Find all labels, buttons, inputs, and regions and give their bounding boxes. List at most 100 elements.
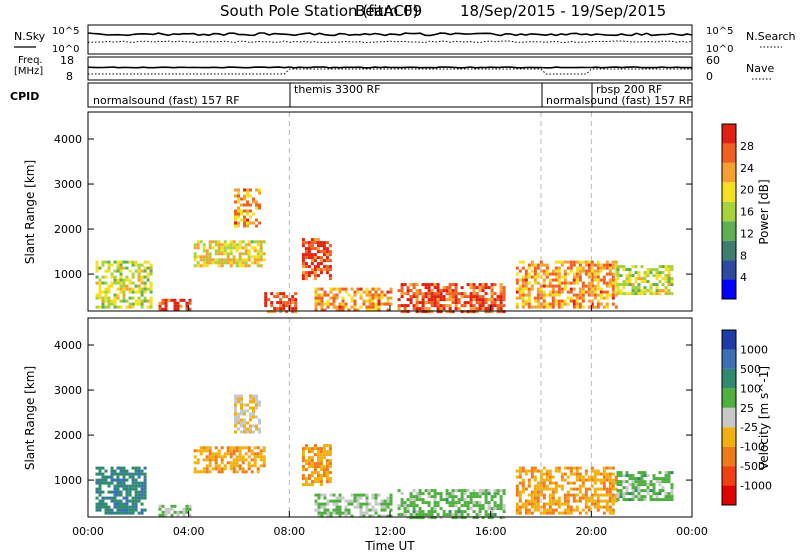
echo-cell (539, 493, 543, 497)
echo-cell (125, 266, 129, 270)
echo-region (314, 287, 393, 312)
echo-cell (670, 492, 674, 496)
echo-cell (611, 302, 615, 306)
echo-cell (332, 287, 336, 291)
echo-cell (226, 449, 230, 453)
echo-cell (122, 502, 126, 506)
echo-cell (143, 508, 147, 512)
echo-cell (217, 246, 221, 250)
echo-cell (101, 502, 105, 506)
echo-cell (322, 268, 326, 272)
echo-cell (238, 446, 242, 450)
echo-cell (487, 516, 491, 520)
echo-cell (457, 510, 461, 514)
echo-cell (95, 296, 99, 300)
echo-cell (371, 296, 375, 300)
echo-cell (249, 397, 252, 401)
echo-cell (587, 275, 591, 279)
echo-cell (569, 466, 573, 470)
echo-cell (389, 287, 393, 291)
echo-cell (217, 258, 221, 262)
echo-cell (554, 469, 558, 473)
echo-cell (439, 304, 443, 308)
echo-cell (359, 493, 363, 497)
echo-cell (320, 502, 324, 506)
echo-cell (646, 289, 650, 293)
colorbar-tick-label: 100 (740, 382, 761, 395)
echo-cell (182, 513, 186, 517)
echo-cell (448, 492, 452, 496)
echo-cell (539, 260, 543, 264)
echo-cell (430, 283, 434, 287)
echo-cell (179, 510, 183, 514)
echo-cell (530, 260, 534, 264)
echo-cell (95, 269, 99, 273)
echo-cell (122, 487, 126, 491)
echo-cell (649, 480, 653, 484)
echo-cell (341, 302, 345, 306)
echo-cell (95, 281, 99, 285)
echo-cell (386, 302, 390, 306)
echo-cell (409, 495, 413, 499)
echo-cell (397, 507, 401, 511)
echo-cell (611, 281, 615, 285)
echo-cell (220, 461, 224, 465)
echo-cell (256, 252, 260, 256)
echo-cell (490, 498, 494, 502)
echo-cell (301, 450, 305, 454)
echo-cell (316, 477, 320, 481)
echo-cell (282, 304, 286, 308)
echo-cell (469, 307, 473, 311)
echo-cell (424, 489, 428, 493)
echo-cell (202, 467, 206, 471)
echo-cell (554, 302, 558, 306)
echo-cell (469, 286, 473, 290)
echo-cell (611, 293, 615, 297)
echo-cell (386, 296, 390, 300)
echo-cell (134, 487, 138, 491)
echo-cell (515, 469, 519, 473)
echo-cell (196, 264, 200, 268)
echo-cell (533, 281, 537, 285)
echo-cell (137, 496, 141, 500)
echo-cell (469, 304, 473, 308)
echo-cell (442, 307, 446, 311)
echo-cell (338, 308, 342, 312)
echo-cell (457, 301, 461, 305)
echo-cell (427, 504, 431, 508)
echo-cell (332, 293, 336, 297)
echo-cell (273, 310, 277, 314)
echo-cell (439, 292, 443, 296)
echo-cell (478, 492, 482, 496)
echo-cell (329, 302, 333, 306)
echo-cell (140, 481, 144, 485)
echo-cell (619, 265, 623, 269)
freq-unit-label: [MHz] (14, 66, 43, 77)
echo-cell (353, 496, 357, 500)
echo-cell (548, 278, 552, 282)
echo-cell (634, 265, 638, 269)
echo-cell (328, 447, 332, 451)
echo-cell (365, 505, 369, 509)
echo-cell (301, 259, 305, 263)
echo-cell (383, 293, 387, 297)
echo-cell (125, 502, 129, 506)
echo-cell (98, 493, 102, 497)
echo-cell (614, 281, 618, 285)
echo-cell (622, 283, 626, 287)
echo-cell (362, 302, 366, 306)
echo-cell (527, 299, 531, 303)
echo-cell (95, 275, 99, 279)
echo-cell (397, 298, 401, 302)
echo-cell (499, 310, 503, 314)
echo-cell (521, 490, 525, 494)
echo-cell (307, 450, 311, 454)
echo-cell (220, 446, 224, 450)
echo-cell (581, 290, 585, 294)
echo-cell (584, 511, 588, 515)
echo-cell (249, 394, 252, 398)
echo-cell (593, 469, 597, 473)
echo-cell (205, 255, 209, 259)
echo-cell (314, 508, 318, 512)
echo-cell (527, 305, 531, 309)
